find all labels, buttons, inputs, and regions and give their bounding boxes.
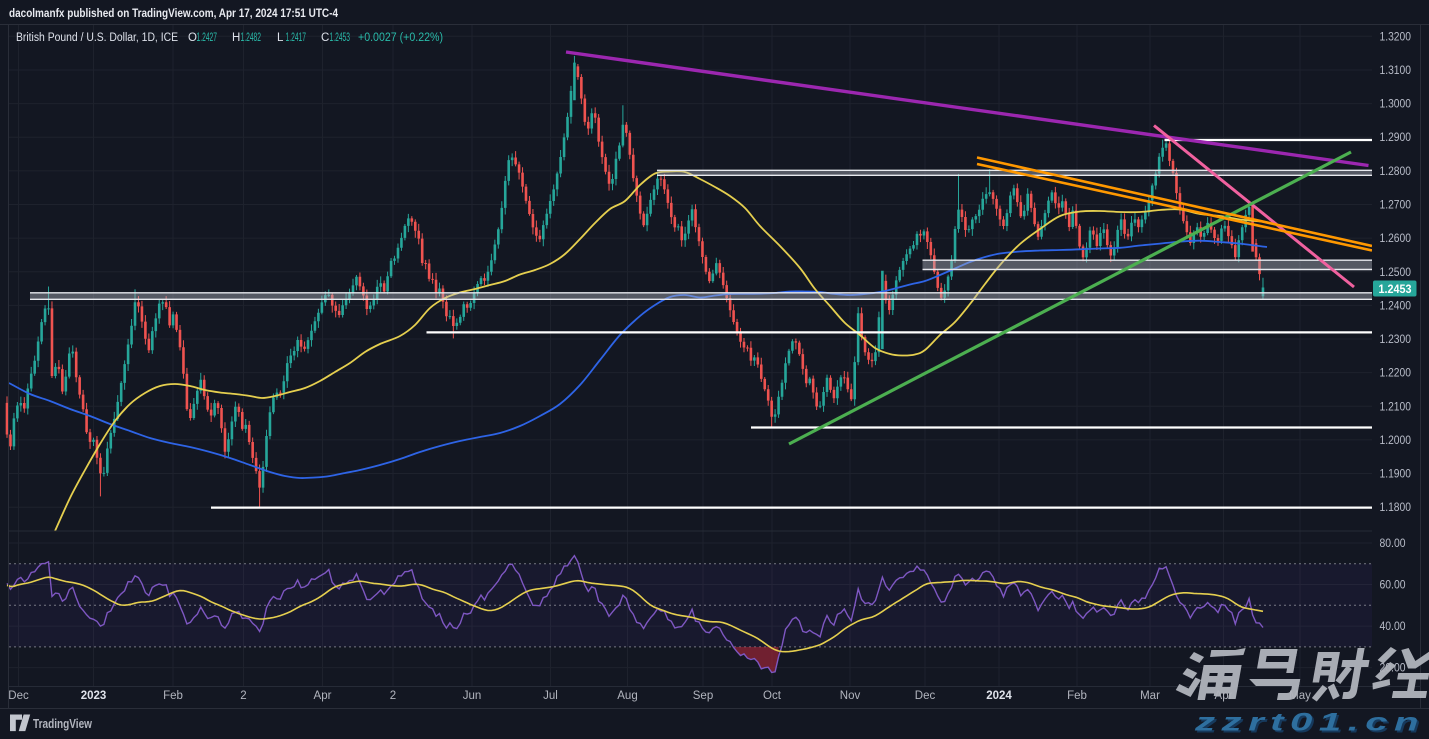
svg-text:Apr: Apr — [314, 690, 332, 702]
svg-text:C: C — [321, 32, 329, 44]
svg-text:1.3100: 1.3100 — [1380, 65, 1412, 77]
svg-text:1.1900: 1.1900 — [1380, 469, 1412, 481]
svg-text:2: 2 — [240, 690, 246, 702]
svg-text:2024: 2024 — [986, 690, 1012, 702]
svg-text:1.3000: 1.3000 — [1380, 99, 1412, 111]
svg-text:Jun: Jun — [463, 690, 482, 702]
svg-text:2023: 2023 — [81, 690, 107, 702]
svg-text:1.2900: 1.2900 — [1380, 132, 1412, 144]
svg-text:Aug: Aug — [617, 690, 637, 702]
svg-text:O: O — [188, 32, 197, 44]
svg-text:1.2482: 1.2482 — [241, 32, 262, 44]
svg-text:60.00: 60.00 — [1380, 580, 1406, 592]
svg-text:1.2453: 1.2453 — [330, 32, 351, 44]
svg-text:Feb: Feb — [163, 690, 183, 702]
svg-text:Feb: Feb — [1067, 690, 1087, 702]
svg-text:1.2453: 1.2453 — [1379, 284, 1412, 296]
svg-text:Nov: Nov — [840, 690, 861, 702]
svg-text:1.2800: 1.2800 — [1380, 166, 1412, 178]
svg-text:Jul: Jul — [543, 690, 558, 702]
svg-text:zzrt01.cn: zzrt01.cn — [1193, 709, 1425, 737]
svg-text:1.2000: 1.2000 — [1380, 435, 1412, 447]
svg-text:dacolmanfx published on Tradin: dacolmanfx published on TradingView.com,… — [9, 6, 338, 20]
svg-text:80.00: 80.00 — [1380, 538, 1406, 550]
svg-text:1.2417: 1.2417 — [286, 32, 307, 44]
svg-text:1.2200: 1.2200 — [1380, 368, 1412, 380]
svg-text:1.2400: 1.2400 — [1380, 300, 1412, 312]
svg-text:Dec: Dec — [915, 690, 936, 702]
svg-text:1.2600: 1.2600 — [1380, 233, 1412, 245]
svg-text:2: 2 — [390, 690, 396, 702]
svg-text:Mar: Mar — [1140, 690, 1160, 702]
svg-text:Sep: Sep — [693, 690, 713, 702]
svg-text:zzrt01.cn: zzrt01.cn — [1195, 711, 1427, 739]
svg-text:1.2427: 1.2427 — [197, 32, 218, 44]
svg-text:TradingView: TradingView — [33, 716, 93, 731]
svg-text:L: L — [277, 32, 284, 44]
svg-text:1.1800: 1.1800 — [1380, 502, 1412, 514]
svg-text:1.3200: 1.3200 — [1380, 31, 1412, 43]
svg-text:H: H — [232, 32, 240, 44]
svg-text:1.2300: 1.2300 — [1380, 334, 1412, 346]
svg-text:40.00: 40.00 — [1380, 621, 1406, 633]
svg-text:Oct: Oct — [763, 690, 782, 702]
svg-text:1.2500: 1.2500 — [1380, 267, 1412, 279]
svg-text:1.2100: 1.2100 — [1380, 401, 1412, 413]
svg-text:1.2700: 1.2700 — [1380, 200, 1412, 212]
svg-text:+0.0027 (+0.22%): +0.0027 (+0.22%) — [358, 32, 443, 44]
svg-text:Dec: Dec — [8, 690, 29, 702]
svg-text:British Pound / U.S. Dollar, 1: British Pound / U.S. Dollar, 1D, ICE — [16, 32, 178, 44]
